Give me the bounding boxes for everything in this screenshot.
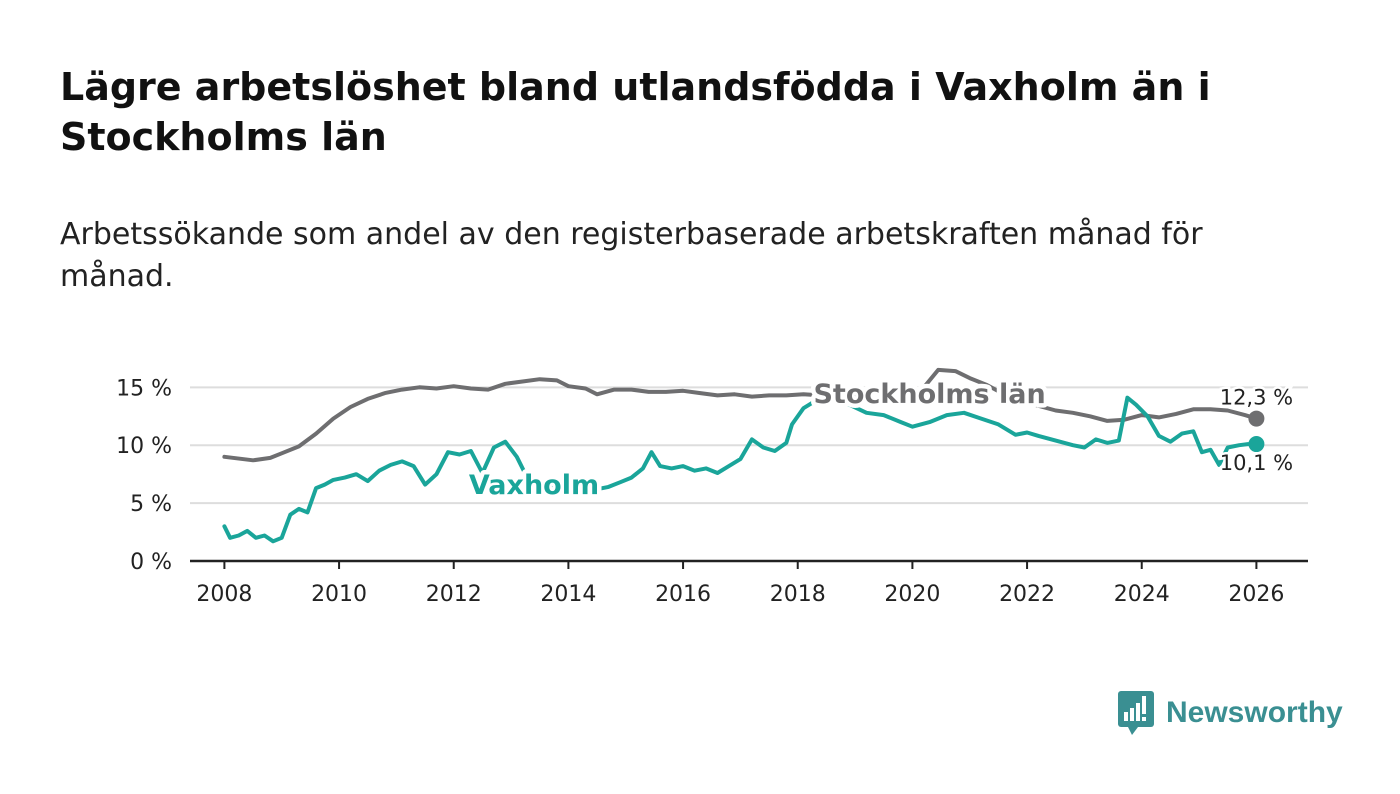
series-name-label: Stockholms län	[813, 379, 1045, 410]
series-line-stockholms-län	[222, 367, 1259, 463]
x-tick-label: 2024	[1114, 582, 1170, 607]
chart-subtitle: Arbetssökande som andel av den registerb…	[60, 217, 1203, 294]
series-end-label: 12,3 %	[1220, 386, 1293, 410]
series-line-vaxholm	[222, 395, 1259, 544]
newsworthy-logo-icon	[1118, 691, 1154, 735]
x-tick-label: 2018	[770, 582, 826, 607]
x-tick-label: 2026	[1228, 582, 1284, 607]
x-tick-label: 2008	[196, 582, 252, 607]
series-end-label: 10,1 %	[1220, 451, 1293, 475]
y-tick-label: 15 %	[116, 376, 172, 401]
x-tick-label: 2020	[884, 582, 940, 607]
x-tick-label: 2022	[999, 582, 1055, 607]
x-tick-label: 2016	[655, 582, 711, 607]
chart-title: Lägre arbetslöshet bland utlandsfödda i …	[60, 65, 1211, 159]
series-end-dot	[1248, 410, 1265, 427]
y-tick-label: 10 %	[116, 434, 172, 459]
newsworthy-logo-text: Newsworthy	[1166, 696, 1343, 729]
x-tick-label: 2010	[311, 582, 367, 607]
x-tick-label: 2014	[540, 582, 596, 607]
series-name-label: Vaxholm	[469, 470, 599, 501]
y-tick-label: 0 %	[130, 550, 172, 575]
y-tick-label: 5 %	[130, 492, 172, 517]
newsworthy-logo: Newsworthy	[1118, 690, 1343, 736]
series-end-dot	[1248, 436, 1265, 453]
x-tick-label: 2012	[426, 582, 482, 607]
